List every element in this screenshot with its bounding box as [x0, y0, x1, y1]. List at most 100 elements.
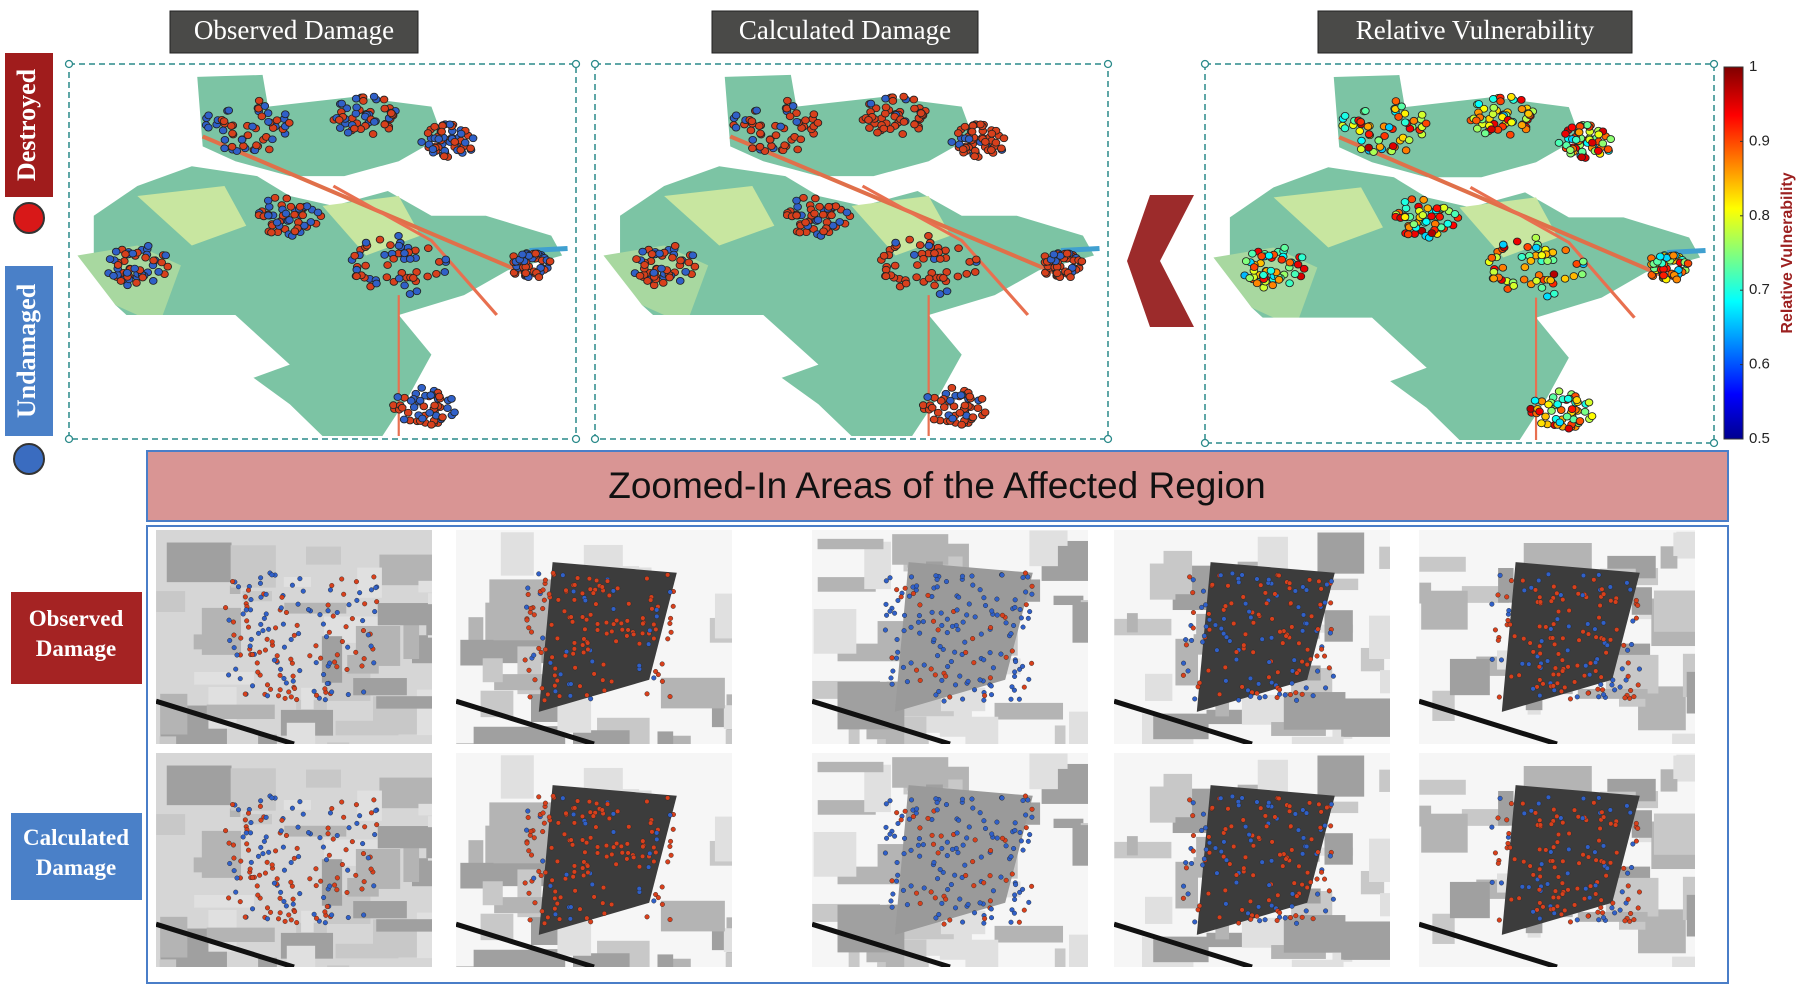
tile-dot [610, 588, 616, 594]
frame-corner [1103, 434, 1113, 444]
building-dot [793, 145, 802, 154]
tile-dot [538, 873, 544, 879]
tile-block [283, 577, 312, 587]
tile-dot [313, 643, 319, 649]
tile-block [1149, 786, 1176, 823]
tile-dot [587, 586, 593, 592]
tile-dot [1190, 610, 1196, 616]
tile-block [1068, 934, 1088, 967]
tile-dot [323, 857, 329, 863]
tile-dot [265, 916, 271, 922]
building-dot [351, 94, 361, 103]
tile-dot [1272, 591, 1278, 597]
tile-dot [361, 912, 367, 918]
building-dot [881, 103, 891, 112]
tile-dot [1214, 647, 1220, 653]
tile-block [403, 838, 420, 883]
tile-dot [1029, 591, 1035, 597]
tile-dot [314, 692, 320, 698]
tile-dot [1243, 601, 1249, 607]
building-dot [1297, 253, 1307, 262]
tile-dot [1269, 839, 1275, 845]
tile-dot [970, 805, 976, 811]
tile-dot [245, 624, 251, 630]
tile-dot [1245, 910, 1251, 916]
tile-dot [326, 629, 332, 635]
tile-dot [1266, 674, 1272, 680]
tile-dot [1326, 888, 1332, 894]
tile-dot [1233, 657, 1239, 663]
tile-dot [1190, 625, 1196, 631]
tile-dot [1521, 810, 1527, 816]
tile-dot [1604, 865, 1610, 871]
tile-dot [977, 587, 983, 593]
building-dot [359, 97, 368, 105]
tile-dot [651, 675, 657, 681]
tile-dot [1259, 636, 1265, 642]
tile-dot [909, 797, 915, 803]
building-dot [1512, 237, 1522, 246]
tile-dot [605, 578, 611, 584]
tile-dot [552, 666, 558, 672]
tile-dot [601, 885, 607, 891]
tile-dot [346, 602, 352, 608]
tile-dot [939, 900, 945, 906]
tile-dot [306, 830, 312, 836]
tile-dot [1617, 684, 1623, 690]
tile-dot [928, 666, 934, 672]
building-dot [947, 383, 957, 392]
tile-dot [1560, 820, 1566, 826]
tile-dot [1218, 626, 1224, 632]
tile-dot [554, 678, 560, 684]
building-dot [997, 144, 1006, 153]
tile-dot [1269, 680, 1275, 686]
building-dot [813, 216, 823, 224]
tile-dot [526, 848, 532, 854]
tile-dot [970, 582, 976, 588]
building-dot [1584, 398, 1594, 407]
tile-dot [1560, 858, 1566, 864]
tile-dot [654, 830, 660, 836]
tile-dot [1275, 669, 1281, 675]
tile-dot [1256, 612, 1262, 618]
tile-dot [300, 588, 306, 594]
tile-dot [908, 883, 914, 889]
tile-dot [524, 604, 530, 610]
tile-block [1653, 813, 1695, 855]
tile-dot [542, 577, 548, 583]
building-dot [1575, 417, 1585, 425]
building-dot [909, 95, 919, 104]
building-dot [939, 274, 948, 282]
tile-dot [263, 611, 269, 617]
building-dot [879, 124, 889, 133]
tile-dot [883, 578, 889, 584]
building-dot [942, 287, 952, 296]
building-dot [939, 403, 949, 412]
tile-dot [944, 839, 950, 845]
building-dot [1566, 146, 1575, 154]
tile-dot [1292, 811, 1298, 817]
tile-dot [570, 619, 576, 625]
tile-dot [1225, 806, 1231, 812]
tile-dot [536, 868, 542, 874]
tile-dot [646, 641, 652, 647]
row-label-line: Damage [36, 636, 116, 661]
building-dot [881, 94, 890, 103]
tile-dot [248, 597, 254, 603]
tile-dot [1025, 574, 1031, 580]
tile-dot [960, 696, 966, 702]
tile-dot [959, 573, 965, 579]
tile-block [1145, 673, 1173, 701]
tile-dot [1614, 850, 1620, 856]
tile-dot [1498, 657, 1504, 663]
tile-dot [939, 677, 945, 683]
tile-dot [1229, 793, 1235, 799]
tile-dot [1264, 823, 1270, 829]
building-dot [1062, 249, 1072, 258]
building-dot [298, 211, 308, 220]
tile-block [306, 769, 342, 788]
tile-dot [1598, 674, 1604, 680]
tile-dot [1304, 810, 1310, 816]
building-dot [272, 218, 282, 227]
tile-dot [887, 798, 893, 804]
